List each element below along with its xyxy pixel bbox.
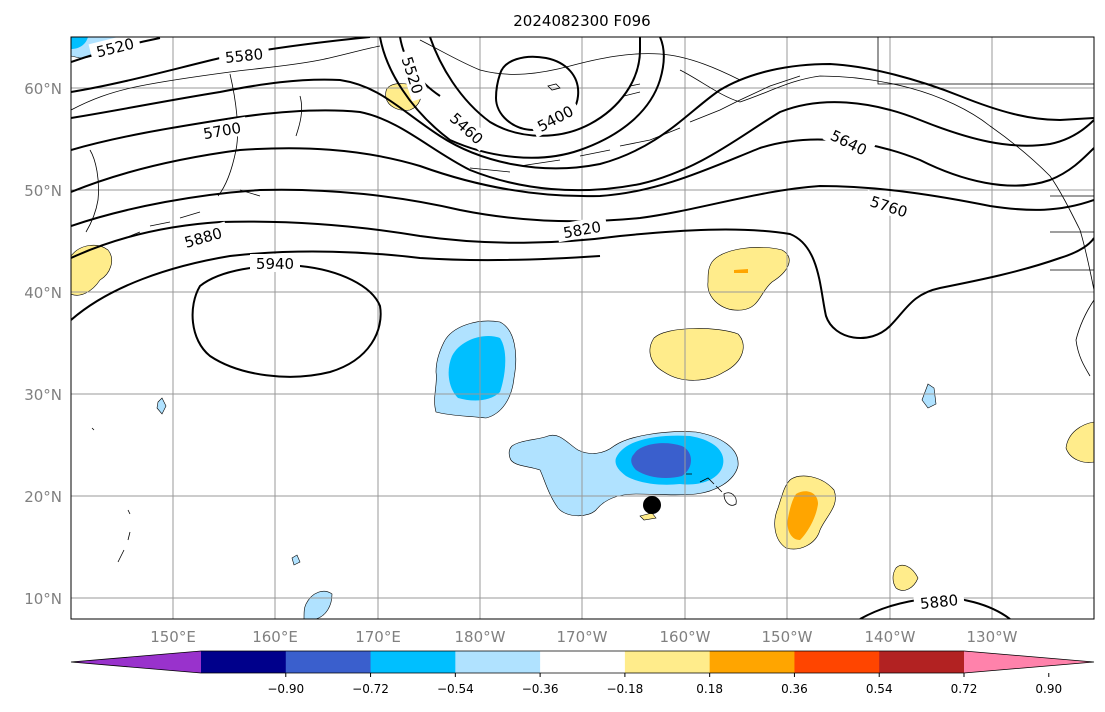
- colorbar-segment: [709, 651, 795, 673]
- coastlines: [71, 37, 1094, 563]
- contour-label-group: 5520 5580 5520 5460 5400 5700 5640 5760 …: [88, 32, 965, 613]
- lat-label: 30°N: [24, 386, 62, 404]
- lon-label: 140°W: [865, 628, 916, 646]
- map-content: [71, 37, 1094, 619]
- colorbar-extend-max: [964, 651, 1094, 673]
- colorbar-tick-label: 0.36: [781, 682, 808, 696]
- colorbar-tick-label: 0.54: [866, 682, 893, 696]
- lon-label: 170°E: [355, 628, 401, 646]
- colorbar-segment: [455, 651, 541, 673]
- colorbar-tick-label: −0.72: [352, 682, 389, 696]
- colorbar-tick-label: −0.90: [267, 682, 304, 696]
- anomaly-positive-gulf-core: [734, 269, 748, 273]
- anomaly-negative-dateline-core: [448, 336, 506, 401]
- anomaly-positive-small: [639, 512, 657, 521]
- anomaly-positive-southeast-core: [787, 491, 818, 540]
- lon-label: 130°W: [967, 628, 1018, 646]
- contour-label: 5940: [256, 255, 294, 273]
- storm-center-dot: [643, 496, 661, 514]
- colorbar-segment: [201, 651, 287, 673]
- lon-label: 150°E: [150, 628, 196, 646]
- colorbar: −0.90 −0.72 −0.54 −0.36 −0.18 0.18 0.36 0.54 0.7…: [70, 650, 1095, 696]
- map-title: 2024082300 F096: [513, 12, 650, 30]
- lat-label: 60°N: [24, 80, 62, 98]
- lat-label: 40°N: [24, 284, 62, 302]
- colorbar-segment: [879, 651, 965, 673]
- anomaly-negative-small-4: [921, 383, 937, 409]
- colorbar-tick-label: 0.18: [696, 682, 723, 696]
- colorbar-extend-min: [71, 651, 201, 673]
- anomaly-negative-small-2: [291, 554, 301, 566]
- colorbar-tick-label: −0.36: [522, 682, 559, 696]
- map-frame: [70, 36, 1095, 620]
- height-contours: [71, 37, 1094, 619]
- colorbar-segment: [794, 651, 880, 673]
- lat-label: 50°N: [24, 182, 62, 200]
- colorbar-tick-label: 0.90: [1035, 682, 1062, 696]
- anomaly-positive-east: [1065, 421, 1094, 463]
- lat-label: 10°N: [24, 590, 62, 608]
- anomaly-negative-small-1: [156, 397, 167, 415]
- lat-label: 20°N: [24, 488, 62, 506]
- anomaly-positive-far-south: [892, 565, 919, 591]
- colorbar-tick-label: 0.72: [951, 682, 978, 696]
- lon-label: 160°E: [252, 628, 298, 646]
- anomaly-positive-central: [649, 328, 744, 381]
- colorbar-segment: [285, 651, 372, 673]
- anomaly-positive-gulf: [707, 247, 790, 311]
- colorbar-outline: [70, 650, 1095, 674]
- colorbar-segment: [624, 651, 711, 673]
- anomaly-positive-west: [71, 244, 112, 296]
- colorbar-tick-label: −0.54: [437, 682, 474, 696]
- latitude-axis: 60°N 50°N 40°N 30°N 20°N 10°N: [24, 80, 62, 608]
- lon-label: 150°W: [762, 628, 813, 646]
- lon-label: 170°W: [557, 628, 608, 646]
- longitude-axis: 150°E 160°E 170°E 180°W 170°W 160°W 150°…: [150, 628, 1017, 646]
- lon-label: 180°W: [455, 628, 506, 646]
- colorbar-segment: [370, 651, 456, 673]
- contour-label: 5880: [919, 591, 959, 613]
- colorbar-tick-label: −0.18: [606, 682, 643, 696]
- lon-label: 160°W: [660, 628, 711, 646]
- contour-label: 5580: [224, 45, 264, 67]
- anomaly-negative-hawaii-strong: [631, 443, 691, 478]
- colorbar-segment: [540, 651, 626, 673]
- anomaly-negative-top-left-core: [71, 37, 88, 49]
